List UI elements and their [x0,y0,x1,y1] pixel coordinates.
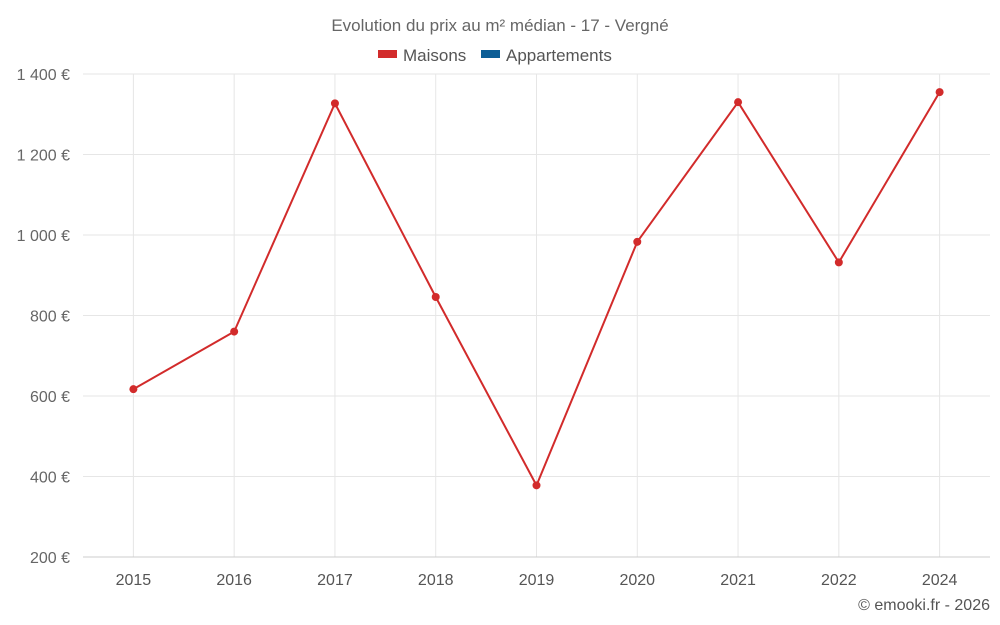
data-point-maisons[interactable] [834,258,843,267]
chart-title: Evolution du prix au m² médian - 17 - Ve… [331,16,668,35]
data-point-maisons[interactable] [532,481,541,490]
x-tick-label: 2020 [619,572,655,589]
legend-swatch-appartements [481,50,500,58]
x-tick-label: 2022 [821,572,857,589]
x-tick-label: 2015 [116,572,152,589]
x-tick-label: 2024 [922,572,958,589]
legend: Maisons Appartements [378,46,612,65]
legend-item-appartements[interactable]: Appartements [481,46,612,65]
data-point-maisons[interactable] [633,237,642,246]
y-tick-label: 1 400 € [17,67,70,84]
legend-item-maisons[interactable]: Maisons [378,46,466,65]
credit-text: © emooki.fr - 2026 [858,597,990,614]
y-tick-label: 400 € [30,470,70,487]
data-point-maisons[interactable] [330,99,339,108]
y-tick-label: 200 € [30,550,70,567]
x-tick-label: 2021 [720,572,756,589]
data-point-maisons[interactable] [129,385,138,394]
y-tick-label: 1 000 € [17,228,70,245]
legend-label-maisons: Maisons [403,46,466,65]
legend-label-appartements: Appartements [506,46,612,65]
data-point-maisons[interactable] [734,98,743,107]
legend-swatch-maisons [378,50,397,58]
y-tick-label: 600 € [30,389,70,406]
data-point-maisons[interactable] [935,88,944,97]
x-gridlines [132,74,941,557]
y-axis-ticks: 200 € 400 € 600 € 800 € 1 000 € 1 200 € 1 400 … [17,67,70,567]
data-point-maisons[interactable] [230,327,239,336]
data-point-maisons[interactable] [431,292,440,301]
x-tick-label: 2018 [418,572,454,589]
y-tick-label: 1 200 € [17,148,70,165]
y-tick-label: 800 € [30,309,70,326]
series-maisons [129,88,944,490]
x-tick-label: 2017 [317,572,353,589]
x-tick-label: 2019 [519,572,555,589]
x-tick-label: 2016 [216,572,252,589]
x-axis-ticks: 2015 2016 2017 2018 2019 2020 2021 2022 2024 [116,572,958,589]
